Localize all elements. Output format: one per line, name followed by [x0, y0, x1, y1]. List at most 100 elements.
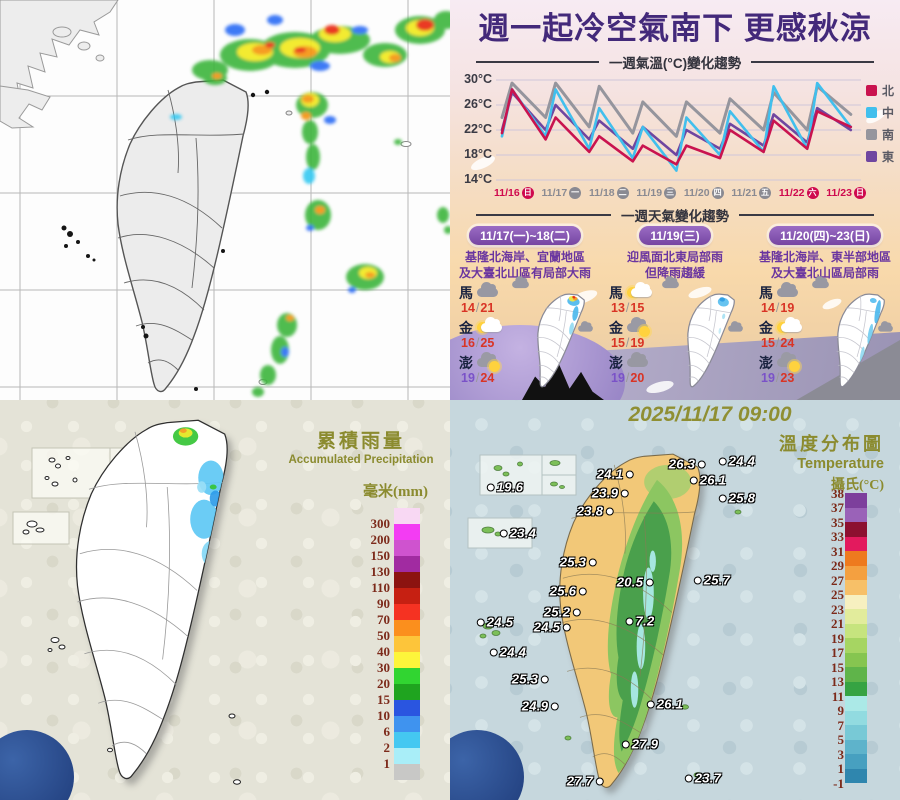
station-temperature: 24.4 [718, 454, 756, 469]
station-marker [550, 702, 559, 710]
forecast-headline: 週一起冷空氣南下 更感秋涼 [478, 11, 872, 46]
station-name: 金 [609, 319, 623, 336]
radar-echo-map [0, 0, 450, 400]
temp-scale-block [845, 623, 867, 638]
precip-scale-value: 200 [370, 532, 391, 547]
temp-scale-value: 7 [837, 717, 845, 733]
temp-scale-value: 1 [837, 761, 845, 776]
date-label: 11/19 [636, 187, 663, 199]
precip-scale-block [394, 716, 420, 732]
legend-item: 南 [866, 126, 894, 143]
temp-scale-value: 31 [831, 543, 844, 559]
high-temp: 24 [480, 371, 495, 385]
precip-scale-block [394, 652, 420, 668]
offshore-station: 金 15/19 [609, 317, 660, 350]
station-value: 23.7 [694, 770, 722, 786]
temperature-trend-chart [496, 79, 861, 181]
precip-scale-value: 1 [383, 756, 391, 771]
temp-scale-block [845, 725, 867, 740]
y-axis-tick: 30°C [464, 72, 492, 86]
station-value: 26.3 [668, 456, 696, 472]
station-marker [578, 587, 587, 595]
legend-label: 北 [882, 84, 895, 98]
forecast-column: 11/17(一)~18(二) 基隆北海岸、宜蘭地區 及大臺北山區有局部大雨 馬 14… [450, 226, 600, 400]
station-value: 26.1 [699, 472, 727, 488]
chart-legend: 北中南東 [866, 82, 894, 165]
station-temps: 14/21 [461, 301, 495, 315]
precip-scale-block [394, 636, 420, 652]
temp-trend-section-header: 一週氣溫(°C)變化趨勢 [450, 52, 900, 72]
precip-scale-block [394, 572, 420, 588]
legend-label: 南 [882, 128, 895, 142]
temp-scale-block [845, 594, 867, 609]
station-value: 27.7 [566, 773, 594, 789]
x-axis-date: 11/22 六 [779, 187, 819, 199]
observation-timestamp: 2025/11/17 09:00 [628, 403, 792, 426]
station-value: 25.3 [559, 554, 587, 570]
station-marker [689, 476, 698, 484]
station-temperature: 7.2 [625, 614, 655, 629]
temp-scale-block [845, 638, 867, 653]
y-axis-tick: 26°C [464, 97, 492, 111]
precip-map-holder [0, 400, 450, 800]
station-value: 25.2 [543, 604, 571, 620]
precip-scale-value: 30 [377, 660, 390, 675]
high-temp: 23 [780, 371, 795, 385]
x-axis-date: 11/19 三 [636, 187, 677, 199]
temp-scale-block [845, 710, 867, 725]
precip-scale-value: 300 [370, 516, 391, 531]
temp-scale-value: -1 [833, 775, 844, 791]
temp-scale-block [845, 507, 867, 522]
high-temp: 21 [480, 301, 495, 315]
station-value: 24.9 [521, 698, 549, 714]
temp-scale-block [845, 536, 867, 551]
temp-scale-block [845, 768, 867, 783]
temp-scale-block [845, 681, 867, 696]
precip-scale-value: 6 [383, 724, 391, 739]
station-temperature: 25.8 [718, 491, 756, 506]
station-temps: 15/24 [761, 336, 795, 350]
precip-scale-block [394, 524, 420, 540]
offshore-station: 馬 14/21 [459, 282, 510, 315]
low-temp: 15 [611, 336, 625, 350]
precip-legend-titles: 累積雨量 Accumulated Precipitation 毫米(mm) [286, 426, 436, 501]
temp-scale-value: 23 [831, 601, 844, 617]
offshore-station: 金 16/25 [459, 317, 510, 350]
temperature-trend-chart-holder [496, 74, 861, 186]
temp-scale-block [845, 565, 867, 580]
high-temp: 25 [480, 336, 495, 350]
station-value: 26.1 [656, 696, 684, 712]
radar-map-holder [0, 0, 450, 400]
date-axis: 11/16 日 11/17 一 11/18 二 11/19 三 11/20 四 11/21 五 11/2… [494, 187, 866, 199]
precip-scale-block [394, 748, 420, 764]
radar-quadrant [0, 0, 450, 400]
precip-scale-block [394, 620, 420, 636]
station-name: 金 [759, 319, 773, 336]
station-temperature: 24.9 [522, 699, 559, 714]
low-temp: 16 [461, 336, 475, 350]
rain-cloud-icon [812, 276, 829, 289]
mini-taiwan-map [686, 293, 735, 388]
weekday-badge: 二 [616, 187, 629, 199]
date-label: 11/16 [494, 187, 520, 199]
temp-scale-value: 13 [831, 674, 844, 689]
legend-item: 中 [866, 104, 894, 121]
offshore-station: 馬 13/15 [609, 282, 660, 315]
station-marker [476, 618, 485, 626]
station-marker [697, 460, 706, 468]
temp-scale-block [845, 652, 867, 667]
station-value: 24.5 [486, 614, 514, 630]
rain-cloud-icon [728, 321, 743, 332]
station-marker [620, 489, 629, 497]
station-value: 23.8 [576, 503, 604, 519]
precip-scale-value: 2 [383, 740, 391, 755]
station-marker [718, 457, 727, 465]
precipitation-quadrant: 累積雨量 Accumulated Precipitation 毫米(mm) 30… [0, 400, 450, 800]
precip-scale-block [394, 540, 420, 556]
temp-scale-block [845, 493, 867, 508]
legend-swatch [866, 107, 877, 118]
precip-scale-value: 110 [371, 580, 390, 595]
date-label: 11/23 [826, 187, 852, 199]
station-temperature: 25.3 [512, 672, 549, 687]
